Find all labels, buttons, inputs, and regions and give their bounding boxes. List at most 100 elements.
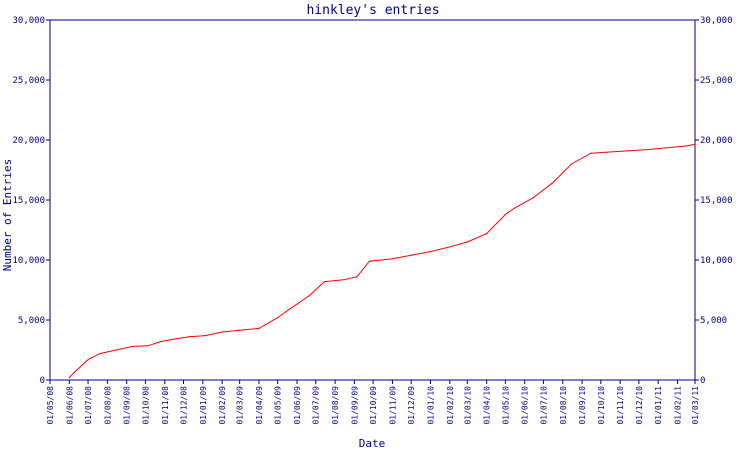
- x-tick-label: 01/06/09: [293, 386, 302, 425]
- data-point: [172, 338, 175, 340]
- data-point: [308, 295, 310, 297]
- x-tick-label: 01/10/08: [141, 386, 150, 425]
- x-tick-label: 01/06/10: [521, 386, 530, 425]
- data-point: [666, 147, 668, 149]
- x-tick-label: 01/08/08: [103, 386, 112, 425]
- chart-title: hinkley's entries: [306, 3, 439, 18]
- x-tick-label: 01/03/09: [236, 386, 245, 425]
- y-tick-label-left: 15,000: [12, 196, 45, 206]
- x-tick-label: 01/12/08: [179, 386, 188, 425]
- data-point: [410, 254, 412, 256]
- x-tick-label: 01/10/09: [369, 386, 378, 425]
- series-line: [68, 143, 696, 378]
- data-point: [570, 163, 573, 165]
- data-point: [368, 260, 370, 262]
- x-tick-label: 01/08/10: [559, 386, 568, 425]
- y-tick-label-right: 25,000: [700, 76, 733, 86]
- x-tick-label: 01/02/10: [446, 386, 455, 425]
- data-point: [647, 149, 649, 151]
- data-point: [343, 279, 345, 281]
- y-tick-label-left: 30,000: [12, 16, 45, 26]
- y-tick-label-left: 25,000: [12, 76, 45, 86]
- x-tick-label: 01/07/09: [312, 386, 321, 425]
- data-point: [685, 145, 687, 147]
- plot-area: [49, 19, 696, 381]
- data-point: [694, 143, 696, 145]
- x-tick-label: 01/03/10: [463, 386, 472, 425]
- x-tick-label: 01/12/10: [635, 386, 644, 425]
- data-point: [159, 341, 161, 343]
- x-tick-label: 01/05/10: [501, 386, 510, 425]
- x-tick-label: 01/01/10: [427, 386, 436, 425]
- data-point: [147, 345, 149, 347]
- y-tick-label-left: 20,000: [12, 136, 45, 146]
- data-point: [608, 151, 611, 153]
- y-axis-right: 0 5,000 10,000 15,000 20,000 25,000 30,000: [695, 16, 733, 386]
- data-point: [356, 276, 358, 278]
- data-point: [239, 329, 241, 331]
- x-tick-label: 01/06/08: [65, 386, 74, 425]
- x-tick-label: 01/12/09: [407, 386, 416, 425]
- y-tick-label-left: 0: [40, 376, 45, 386]
- data-point: [277, 317, 279, 319]
- y-tick-label-right: 15,000: [700, 196, 733, 206]
- data-point: [258, 327, 260, 329]
- data-point: [590, 152, 592, 154]
- data-point: [628, 150, 630, 152]
- x-tick-label: 01/11/10: [616, 386, 625, 425]
- x-tick-label: 01/09/10: [578, 386, 587, 425]
- x-tick-label: 01/07/08: [84, 386, 93, 425]
- x-tick-label: 01/02/09: [218, 386, 227, 425]
- x-tick-label: 01/05/08: [46, 386, 55, 425]
- data-point: [221, 331, 223, 333]
- x-tick-label: 01/07/10: [539, 386, 548, 425]
- x-tick-label: 01/03/11: [691, 386, 700, 425]
- data-point: [504, 213, 506, 215]
- x-tick-label: 01/08/09: [331, 386, 340, 425]
- data-point: [449, 246, 451, 248]
- y-tick-label-left: 5,000: [18, 316, 45, 326]
- x-tick-label: 01/09/08: [123, 386, 132, 425]
- x-tick-label: 01/04/10: [483, 386, 492, 425]
- y-tick-label-right: 5,000: [700, 316, 727, 326]
- x-tick-label: 01/01/11: [654, 386, 663, 425]
- x-tick-label: 01/01/09: [199, 386, 208, 425]
- x-tick-label: 01/11/08: [161, 386, 170, 425]
- data-point: [532, 197, 535, 199]
- data-point: [513, 207, 515, 209]
- data-point: [288, 308, 291, 310]
- data-point: [74, 371, 76, 373]
- data-point: [87, 359, 89, 361]
- data-point: [391, 258, 394, 260]
- data-point: [466, 241, 468, 243]
- data-point: [381, 259, 383, 261]
- data-point: [323, 281, 326, 283]
- y-tick-label-right: 10,000: [700, 256, 733, 266]
- data-point: [115, 349, 117, 351]
- x-axis-label: Date: [359, 437, 386, 450]
- data-point: [131, 345, 133, 347]
- x-tick-label: 01/02/11: [674, 386, 683, 425]
- x-tick-label: 01/09/09: [350, 386, 359, 425]
- x-tick-label: 01/04/09: [255, 386, 264, 425]
- x-tick-label: 01/05/09: [274, 386, 283, 425]
- y-tick-label-right: 30,000: [700, 16, 733, 26]
- y-axis-left: 0 5,000 10,000 15,000 20,000 25,000 30,000: [12, 16, 50, 386]
- data-point: [486, 233, 488, 235]
- data-point: [551, 182, 553, 184]
- x-axis: 01/05/08 01/06/08 01/07/08 01/08/08 01/09/08…: [46, 380, 700, 425]
- series-layer: [68, 143, 696, 379]
- y-tick-label-right: 20,000: [700, 136, 733, 146]
- data-point: [429, 251, 432, 253]
- y-tick-label-right: 0: [700, 376, 705, 386]
- y-tick-label-left: 10,000: [12, 256, 45, 266]
- data-point: [68, 377, 70, 379]
- x-tick-label: 01/11/09: [388, 386, 397, 425]
- data-point: [99, 353, 101, 355]
- y-axis-label: Number of Entries: [1, 159, 14, 272]
- x-tick-label: 01/10/10: [597, 386, 606, 425]
- data-point: [188, 336, 190, 338]
- data-point: [204, 335, 206, 337]
